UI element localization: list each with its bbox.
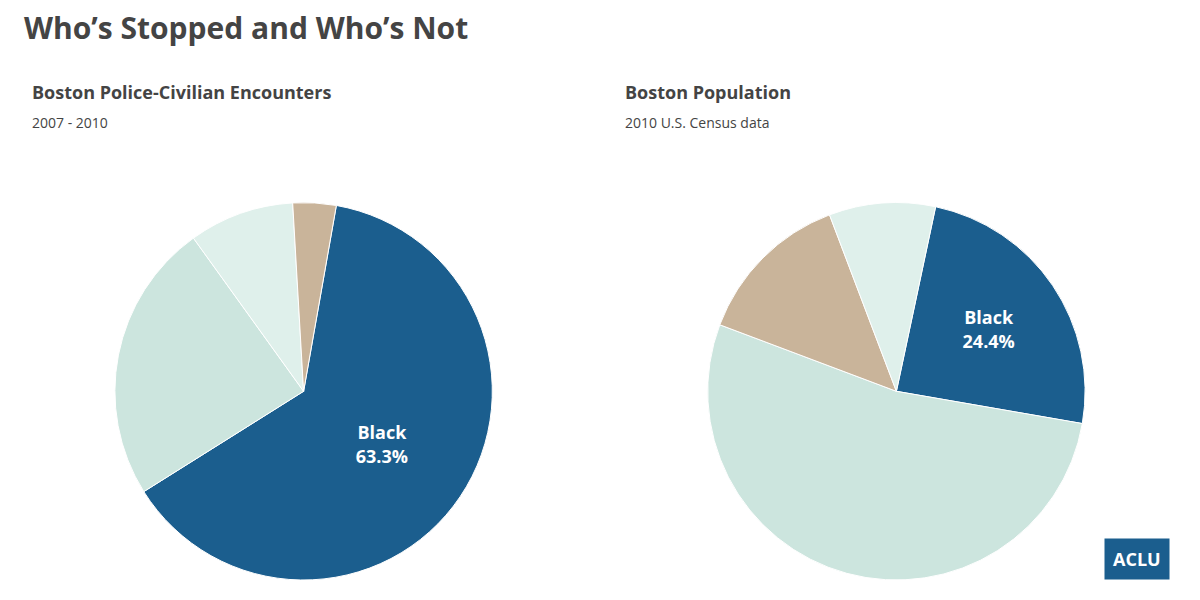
svg-text:Black63.3%: Black63.3%: [356, 420, 408, 467]
svg-text:2007 - 2010: 2007 - 2010: [32, 113, 108, 132]
svg-text:2010 U.S. Census data: 2010 U.S. Census data: [625, 113, 769, 132]
svg-text:Boston Population: Boston Population: [625, 80, 791, 104]
svg-text:ACLU: ACLU: [1113, 547, 1161, 571]
svg-text:Who’s Stopped and Who’s Not: Who’s Stopped and Who’s Not: [24, 7, 468, 48]
svg-text:Black24.4%: Black24.4%: [963, 305, 1015, 352]
svg-text:Boston Police-Civilian Encount: Boston Police-Civilian Encounters: [32, 80, 331, 104]
